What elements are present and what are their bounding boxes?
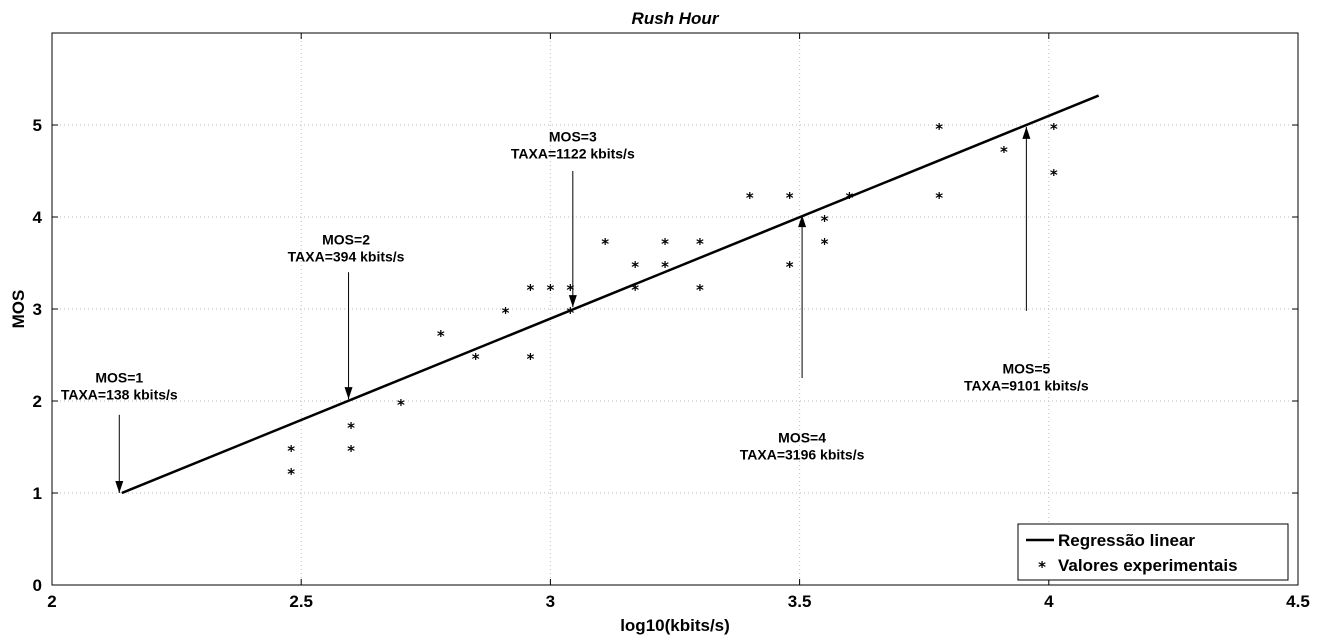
- legend-box: [1017, 523, 1289, 581]
- data-point: *: [786, 189, 794, 207]
- chart-title: Rush Hour: [632, 9, 720, 28]
- data-point: *: [935, 120, 943, 138]
- data-point: *: [1050, 120, 1058, 138]
- annotation-arrowhead: [798, 215, 807, 228]
- legend: Regressão linear * Valores experimentais: [1017, 523, 1289, 581]
- data-point: *: [786, 258, 794, 276]
- data-point: *: [397, 396, 405, 414]
- plot-frame: [51, 32, 1299, 586]
- data-point: *: [696, 281, 704, 299]
- annotation-arrowhead: [115, 481, 124, 493]
- annotation-taxa: TAXA=9101 kbits/s: [964, 377, 1089, 393]
- axis-ticks: 2 2.5 3 3.5 4 4.5 0 1 2 3 4 5: [33, 33, 1310, 611]
- legend-entry-regression: Regressão linear: [1058, 531, 1195, 550]
- data-point: *: [347, 442, 355, 460]
- data-point: *: [527, 350, 535, 368]
- data-point: *: [1000, 143, 1008, 161]
- y-tick-label: 0: [33, 576, 42, 595]
- x-tick-label: 4: [1044, 592, 1054, 611]
- annotation-arrowhead: [568, 295, 577, 308]
- data-point: *: [631, 258, 639, 276]
- data-layer: * * * * * * * * * * * * * * * * * * * * * * * * * * * * * * *: [121, 94, 1100, 495]
- x-tick-label: 3: [546, 592, 555, 611]
- x-tick-label: 2.5: [289, 592, 313, 611]
- annotation-taxa: TAXA=138 kbits/s: [61, 387, 178, 403]
- data-point: *: [502, 304, 510, 322]
- y-tick-label: 2: [33, 392, 42, 411]
- x-tick-label: 4.5: [1286, 592, 1310, 611]
- data-point: *: [1050, 166, 1058, 184]
- annotation-mos: MOS=1: [95, 370, 143, 386]
- data-point: *: [821, 235, 829, 253]
- data-point: *: [696, 235, 704, 253]
- annotation-mos: MOS=2: [322, 232, 370, 248]
- annotation-taxa: TAXA=1122 kbits/s: [511, 146, 635, 162]
- data-point: *: [935, 189, 943, 207]
- y-tick-label: 4: [33, 208, 43, 227]
- x-axis-label: log10(kbits/s): [620, 616, 730, 635]
- data-point: *: [287, 465, 295, 483]
- x-tick-label: 3.5: [788, 592, 812, 611]
- legend-entry-experimental: Valores experimentais: [1058, 556, 1238, 575]
- legend-star-sample: *: [1038, 558, 1046, 576]
- data-point: *: [821, 212, 829, 230]
- annotation-arrowhead: [344, 387, 353, 400]
- data-point: *: [566, 304, 574, 322]
- data-point: *: [546, 281, 554, 299]
- y-tick-label: 3: [33, 300, 42, 319]
- annotation-mos: MOS=5: [1002, 360, 1050, 376]
- annotation-mos: MOS=3: [549, 129, 597, 145]
- y-tick-label: 1: [33, 484, 42, 503]
- annotation-taxa: TAXA=3196 kbits/s: [740, 446, 865, 462]
- data-point: *: [287, 442, 295, 460]
- y-axis-label: MOS: [9, 290, 28, 329]
- y-tick-label: 5: [33, 116, 42, 135]
- data-point: *: [601, 235, 609, 253]
- data-point: *: [527, 281, 535, 299]
- data-point: *: [661, 235, 669, 253]
- annotation-mos: MOS=4: [778, 429, 826, 445]
- data-point: *: [566, 281, 574, 299]
- x-tick-label: 2: [47, 592, 56, 611]
- grid-lines: [52, 33, 1298, 585]
- annotation-taxa: TAXA=394 kbits/s: [288, 249, 405, 265]
- data-point: *: [472, 350, 480, 368]
- regression-line: [121, 94, 1100, 495]
- data-point: *: [631, 281, 639, 299]
- data-point: *: [746, 189, 754, 207]
- data-point: *: [347, 419, 355, 437]
- data-point: *: [661, 258, 669, 276]
- data-point: *: [437, 327, 445, 345]
- data-point: *: [846, 189, 854, 207]
- annotation-arrowhead: [1022, 126, 1031, 139]
